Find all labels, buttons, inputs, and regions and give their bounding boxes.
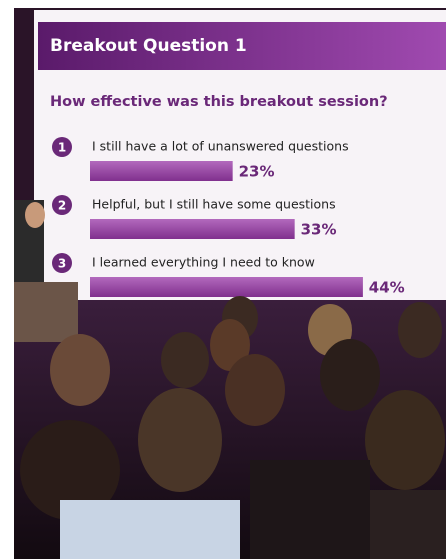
bar-shine xyxy=(90,277,363,297)
option-number: 2 xyxy=(58,199,66,213)
bar-shine xyxy=(90,219,295,239)
photo: Breakout Question 1 How effective was th… xyxy=(0,0,446,559)
value-label: 44% xyxy=(369,279,405,297)
option-number: 3 xyxy=(58,257,66,271)
title: Breakout Question 1 xyxy=(50,36,247,56)
option-number: 1 xyxy=(58,141,66,155)
value-label: 33% xyxy=(301,221,337,239)
option-label: Helpful, but I still have some questions xyxy=(92,197,336,212)
option-label: I still have a lot of unanswered questio… xyxy=(92,139,349,154)
question: How effective was this breakout session? xyxy=(50,94,388,110)
bar-shine xyxy=(90,161,233,181)
speaker-head xyxy=(25,202,45,228)
value-label: 23% xyxy=(239,163,275,181)
option-label: I learned everything I need to know xyxy=(92,255,315,270)
podium xyxy=(14,282,78,342)
